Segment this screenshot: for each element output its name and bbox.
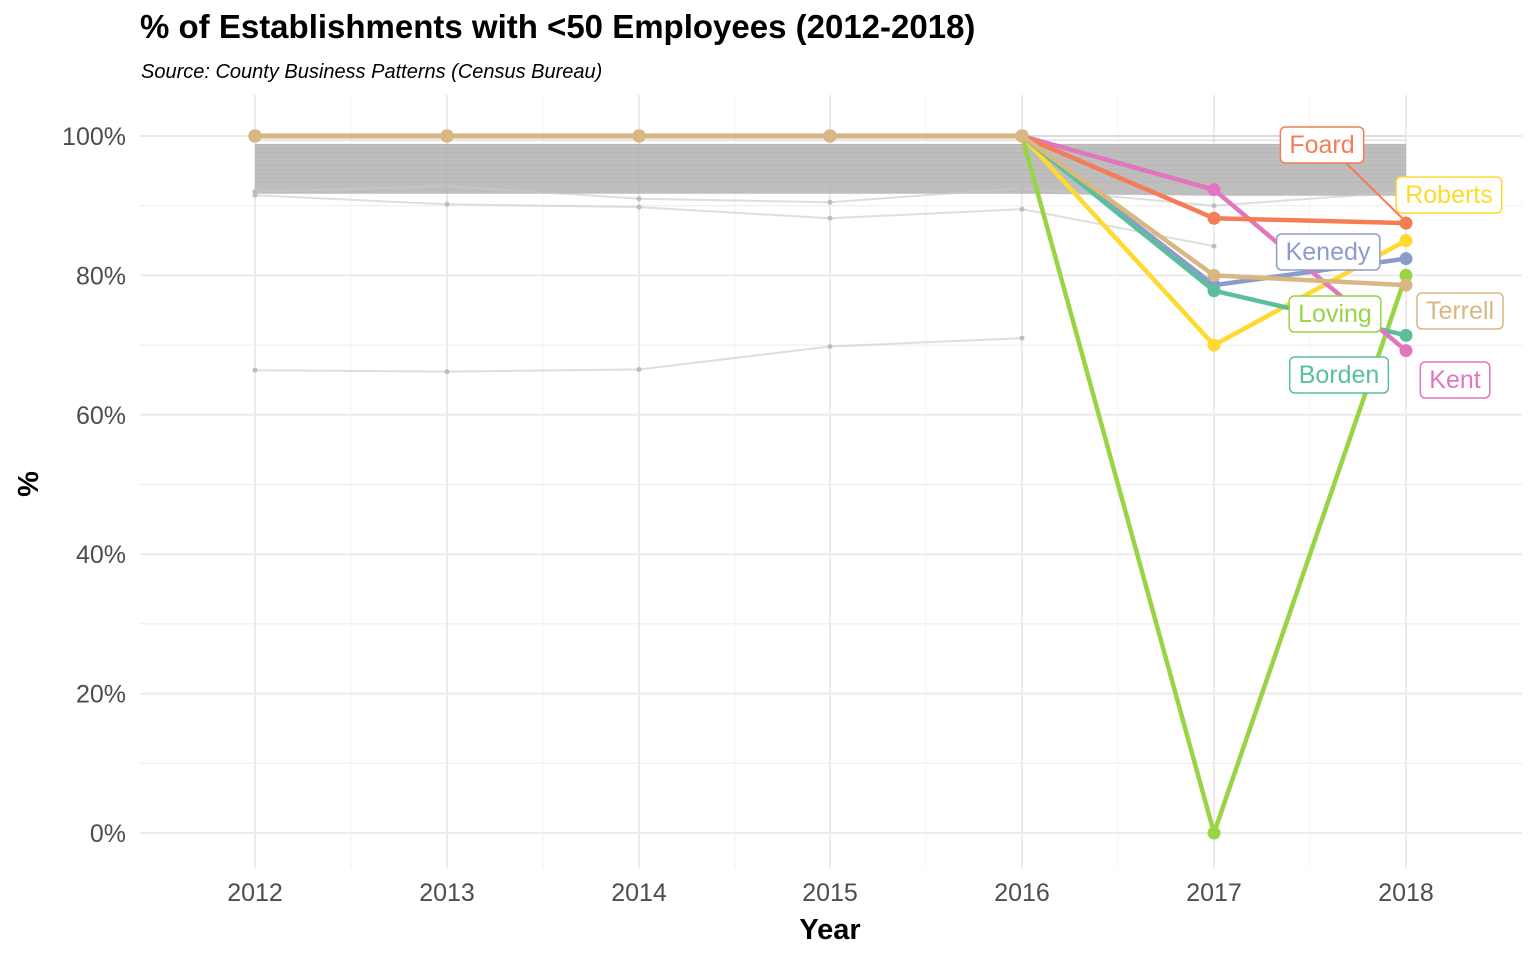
x-tick-label: 2013	[419, 879, 475, 907]
y-tick-label: 60%	[76, 402, 126, 430]
series-label-box	[1419, 361, 1491, 399]
highlighted-series	[248, 129, 1413, 840]
point-terrell	[1399, 278, 1413, 292]
point-kent	[1399, 344, 1413, 358]
series-label-text: Roberts	[1405, 181, 1493, 209]
series-label-text: Kent	[1429, 366, 1480, 394]
series-label-box	[1288, 356, 1390, 394]
series-label-text: Loving	[1298, 300, 1372, 328]
gridlines	[140, 95, 1522, 868]
series-label-text: Kenedy	[1286, 238, 1371, 266]
x-axis-title: Year	[799, 914, 860, 946]
x-axis-ticks: 2012 2013 2014 2015 2016 2017 2018	[227, 879, 1434, 907]
background-point	[252, 367, 258, 373]
point-borden	[1207, 284, 1221, 298]
x-tick-label: 2018	[1378, 879, 1434, 907]
x-tick-label: 2012	[227, 879, 283, 907]
label-leader-foard	[1344, 161, 1403, 219]
y-axis-ticks: 0% 20% 40% 60% 80% 100%	[62, 123, 126, 848]
point-borden	[1399, 328, 1413, 342]
background-point	[1019, 206, 1025, 212]
series-label-borden: Borden	[1288, 356, 1390, 394]
point-loving	[1207, 826, 1221, 840]
series-label-text: Terrell	[1426, 297, 1494, 325]
point-foard	[1207, 211, 1221, 225]
point-roberts	[1399, 234, 1413, 248]
point-kent	[1207, 183, 1221, 197]
series-label-loving: Loving	[1288, 295, 1382, 333]
background-point	[1211, 243, 1217, 249]
background-point	[252, 192, 258, 198]
y-tick-label: 0%	[90, 820, 126, 848]
background-point	[636, 366, 642, 372]
series-label-text: Foard	[1289, 131, 1354, 159]
background-point	[827, 199, 833, 205]
background-point	[444, 369, 450, 375]
x-tick-label: 2016	[994, 879, 1050, 907]
series-label-terrell: Terrell	[1416, 292, 1504, 330]
point-foard	[1399, 216, 1413, 230]
series-label-box	[1416, 292, 1504, 330]
y-axis-title: %	[13, 471, 45, 497]
point-terrell	[440, 129, 454, 143]
background-point	[827, 215, 833, 221]
series-label-kenedy: Kenedy	[1275, 233, 1381, 271]
chart-subtitle: Source: County Business Patterns (Census…	[141, 61, 603, 83]
series-label-box	[1275, 233, 1381, 271]
y-tick-label: 20%	[76, 681, 126, 709]
point-terrell	[248, 129, 262, 143]
point-terrell	[1207, 268, 1221, 282]
background-point	[444, 201, 450, 207]
series-label-roberts: Roberts	[1395, 176, 1503, 214]
x-tick-label: 2014	[611, 879, 667, 907]
point-terrell	[823, 129, 837, 143]
series-label-box	[1395, 176, 1503, 214]
series-label-box	[1279, 126, 1365, 164]
series-labels: Foard Roberts Kenedy Loving Terrell Borden Ken…	[1275, 126, 1504, 399]
chart-title: % of Establishments with <50 Employees (…	[140, 8, 976, 45]
series-label-text: Borden	[1299, 361, 1380, 389]
background-line	[254, 194, 1215, 248]
point-roberts	[1207, 338, 1221, 352]
y-tick-label: 100%	[62, 123, 126, 151]
background-point	[1211, 203, 1217, 209]
point-terrell	[632, 129, 646, 143]
x-tick-label: 2015	[802, 879, 858, 907]
background-point	[1019, 335, 1025, 341]
y-tick-label: 40%	[76, 541, 126, 569]
series-label-foard: Foard	[1279, 126, 1365, 164]
background-point	[252, 189, 258, 195]
point-kenedy	[1399, 252, 1413, 266]
x-tick-label: 2017	[1186, 879, 1242, 907]
background-point	[444, 183, 450, 189]
series-label-box	[1288, 295, 1382, 333]
series-label-kent: Kent	[1419, 361, 1491, 399]
point-terrell	[1015, 129, 1029, 143]
y-tick-label: 80%	[76, 262, 126, 290]
background-point	[636, 196, 642, 202]
background-point	[1019, 185, 1025, 191]
point-loving	[1399, 268, 1413, 282]
background-point	[636, 204, 642, 210]
background-point	[827, 343, 833, 349]
